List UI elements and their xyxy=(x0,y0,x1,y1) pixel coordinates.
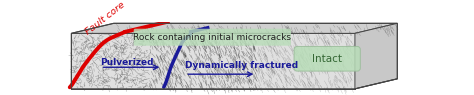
Text: Rock containing initial microcracks: Rock containing initial microcracks xyxy=(133,33,292,42)
FancyBboxPatch shape xyxy=(294,46,360,71)
Polygon shape xyxy=(355,23,397,89)
Text: Fault core: Fault core xyxy=(83,0,127,36)
Polygon shape xyxy=(71,33,355,89)
Text: Pulverized: Pulverized xyxy=(100,58,154,67)
Text: Dynamically fractured: Dynamically fractured xyxy=(185,61,299,70)
Polygon shape xyxy=(71,23,397,33)
FancyBboxPatch shape xyxy=(134,29,291,46)
Text: Intact: Intact xyxy=(312,54,342,64)
